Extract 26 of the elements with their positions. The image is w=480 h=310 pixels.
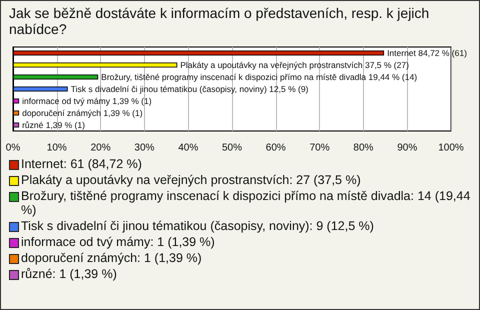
chart-title: Jak se běžně dostáváte k informacím o představeních, resp. k jejich nabídce?: [9, 5, 430, 37]
text: různé: 1 (1,39 %): [21, 267, 117, 281]
data-label: Brožury, tištěné programy inscenací k dispozici přímo na místě divadla 19,44 % (14): [101, 72, 418, 82]
data-label: doporučení známých 1,39 % (1): [22, 108, 143, 118]
x-tick-label: 50%: [222, 142, 242, 154]
x-tick-label: 10%: [46, 142, 67, 154]
data-label: informace od tvý mámy 1,39 % (1): [22, 96, 152, 106]
x-tick-label: 20%: [90, 142, 111, 154]
data-label: různé 1,39 % (1): [22, 120, 86, 130]
data-label: Internet 84,72 % (61): [387, 48, 468, 58]
data-label: Plakáty a upoutávky na veřejných prostranstvích 37,5 % (27): [180, 60, 410, 70]
x-tick-label: 70%: [310, 142, 330, 154]
x-tick-label: 100%: [438, 142, 464, 154]
text: Plakáty a upoutávky na veřejných prostranstvích: 27 (37,5 %): [21, 173, 361, 187]
text: doporučení známých: 1 (1,39 %): [21, 251, 202, 265]
data-label: Tisk s divadelní či jinou tématikou (časopisy, noviny) 12,5 % (9): [70, 84, 309, 94]
x-tick-label: 60%: [266, 142, 286, 154]
x-tick-label: 0%: [6, 142, 20, 154]
text: Tisk s divadelní či jinou tématikou (časopisy, noviny): 9 (12,5 %): [21, 219, 374, 233]
text: informace od tvý mámy: 1 (1,39 %): [21, 235, 215, 249]
x-tick-label: 90%: [397, 142, 418, 154]
text: Internet: 61 (84,72 %): [21, 157, 142, 171]
x-tick-label: 30%: [134, 142, 155, 154]
text: Brožury, tištěné programy inscenací k dispozici přímo na místě divadla: 14 (19,44 %): [21, 189, 471, 217]
x-tick-label: 40%: [178, 142, 198, 154]
x-tick-label: 80%: [353, 142, 374, 154]
